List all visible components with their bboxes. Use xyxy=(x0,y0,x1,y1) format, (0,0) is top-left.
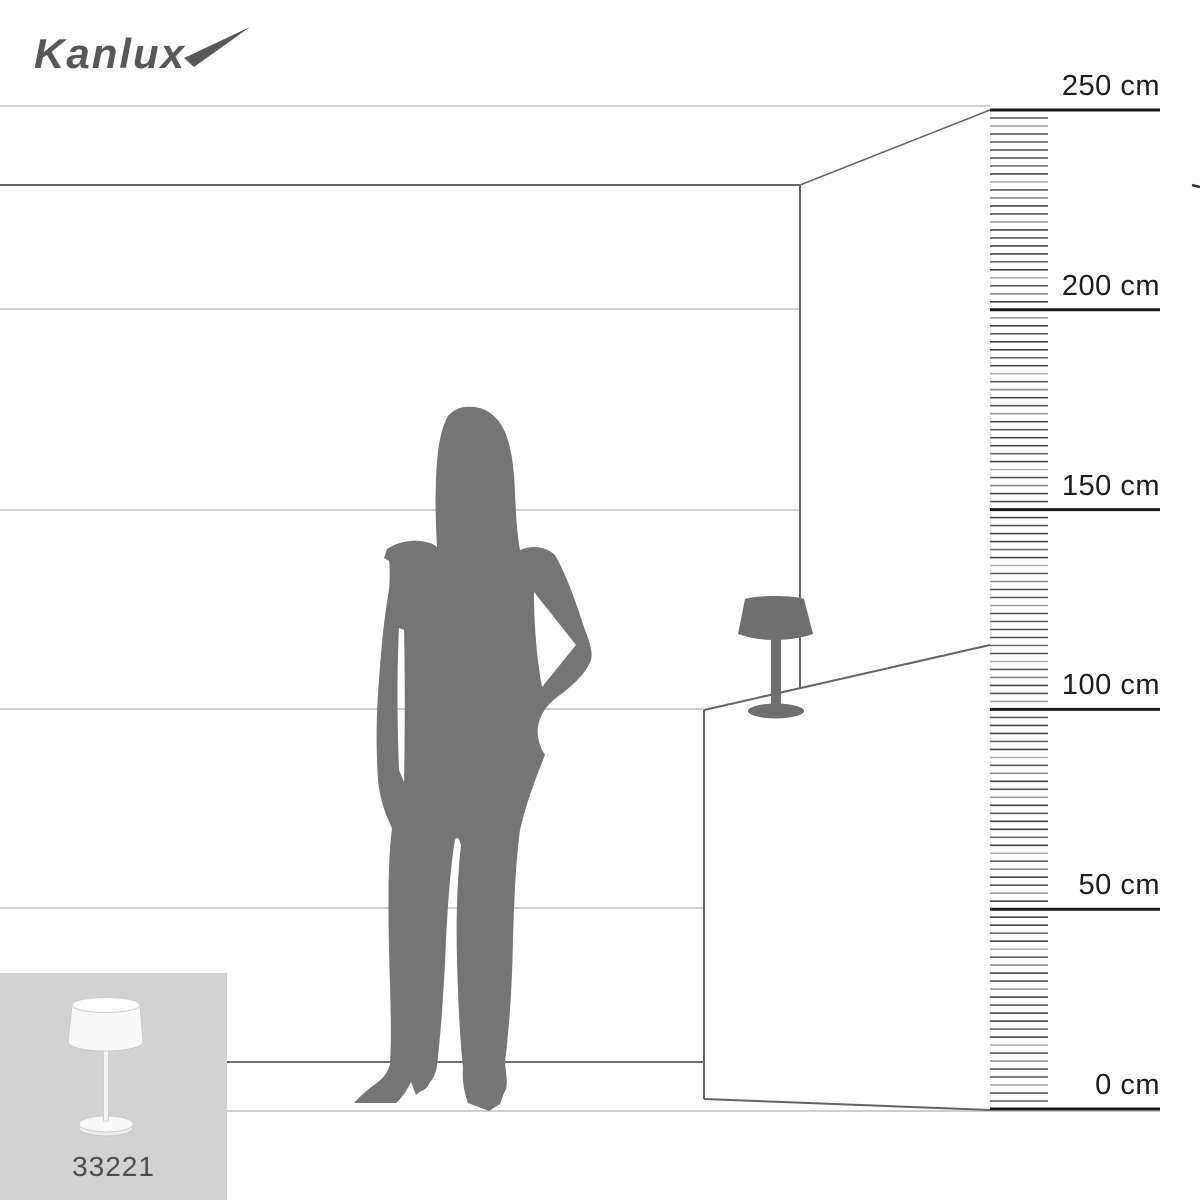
logo-swoosh-icon xyxy=(184,27,250,67)
table-lamp-silhouette xyxy=(738,596,813,719)
lamp-shade xyxy=(738,596,813,640)
wall-reference-lines xyxy=(0,105,1160,1112)
woman-silhouette xyxy=(354,406,592,1111)
lamp-base xyxy=(748,703,804,719)
ruler-label-250cm: 250 cm xyxy=(1061,70,1160,102)
ruler-label-50cm: 50 cm xyxy=(1078,869,1160,901)
logo-text: Kanlux xyxy=(34,30,186,77)
height-ruler xyxy=(990,108,1160,1111)
product-code: 33221 xyxy=(72,1151,155,1182)
lamp-stem xyxy=(771,636,781,708)
right-edge-tick xyxy=(1191,183,1200,189)
ruler-label-150cm: 150 cm xyxy=(1061,470,1160,502)
product-lamp-image xyxy=(67,997,144,1137)
ruler-label-200cm: 200 cm xyxy=(1061,270,1160,302)
kanlux-logo: Kanlux xyxy=(34,24,264,84)
room-structure-lines xyxy=(0,109,1200,1111)
ruler-label-100cm: 100 cm xyxy=(1061,669,1160,701)
product-thumbnail-card: 33221 xyxy=(0,973,227,1200)
ruler-label-0cm: 0 cm xyxy=(1095,1069,1160,1101)
